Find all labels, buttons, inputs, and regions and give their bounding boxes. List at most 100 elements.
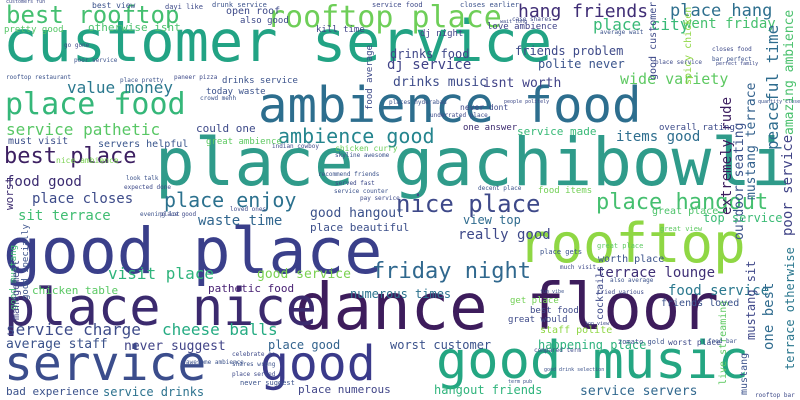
word: good <box>260 336 376 392</box>
word: never suggest <box>124 339 226 354</box>
word: loved ones <box>230 206 267 213</box>
word: top view <box>585 321 610 327</box>
word: bar perfect <box>712 56 752 63</box>
word: never dont <box>460 103 509 112</box>
word: drunk service <box>212 1 267 9</box>
word: perfect family <box>716 61 759 67</box>
word: dayi like <box>165 3 203 11</box>
word: good place <box>3 215 383 288</box>
word: awesome ambience <box>186 359 244 366</box>
word: happening place <box>538 338 647 352</box>
word: good music <box>436 331 750 391</box>
word: great place <box>652 206 719 217</box>
word: worst place <box>668 338 721 347</box>
word: could one <box>196 122 256 135</box>
word: great ambience <box>206 137 282 147</box>
word: ambience good <box>278 124 435 148</box>
word: kill time <box>316 25 365 35</box>
word: bad experience <box>6 385 99 398</box>
word: good customer <box>648 1 659 80</box>
word: polite never <box>538 57 625 71</box>
word: love ambience <box>487 22 558 32</box>
word: closes earlier <box>460 1 520 9</box>
word: worst <box>3 176 16 210</box>
word: value money <box>67 78 173 97</box>
word: good service <box>257 267 351 282</box>
word: food items <box>538 186 593 196</box>
word: look talk <box>126 175 159 182</box>
word: mustang <box>739 352 750 395</box>
word: one answer <box>463 123 518 133</box>
word: went friday <box>683 16 776 32</box>
word: paneer pizza <box>174 74 218 81</box>
word: zomato gold <box>618 338 665 346</box>
word: people politely <box>504 99 550 105</box>
word: food good <box>6 174 82 190</box>
word: pay service <box>360 195 400 202</box>
word: terrace lounge <box>597 265 716 281</box>
word: chicken curry <box>335 144 398 153</box>
word: good drink selection <box>544 367 605 373</box>
word: crowd mehh <box>200 95 237 102</box>
word: great view <box>660 225 703 233</box>
word: good specially <box>21 224 31 300</box>
word: place service <box>655 59 702 66</box>
word: recommend friends <box>318 171 380 178</box>
word: quantity closes <box>758 99 800 105</box>
word: place served <box>232 371 276 378</box>
word: average staff <box>6 337 108 352</box>
word: customer service <box>3 9 553 75</box>
word: mustang sit <box>744 260 758 340</box>
word: isnt worth <box>483 76 562 91</box>
word: best place <box>4 144 137 169</box>
word: service pathetic <box>6 120 161 139</box>
word: drinks music <box>393 75 487 90</box>
word: place closes <box>32 191 134 207</box>
word: hangout friends <box>434 383 543 397</box>
word: mustang terrace <box>744 82 759 200</box>
word: great place <box>597 242 644 250</box>
word: worst customer <box>390 338 492 352</box>
word: worth place <box>598 254 665 265</box>
word: peaceful time <box>763 24 782 150</box>
word: one best <box>761 282 777 350</box>
word: spicy chicken <box>683 6 694 85</box>
word: rooftop <box>518 212 746 275</box>
word: numerous times <box>350 287 452 301</box>
word: great would <box>508 315 568 325</box>
word: underrated place <box>430 112 488 119</box>
word: food average <box>365 44 375 110</box>
word: good hangout <box>310 206 404 221</box>
word: nice place <box>396 190 541 218</box>
word: places hyderabad <box>389 99 447 106</box>
word: friends loved <box>661 298 740 309</box>
word: chicken table <box>32 284 119 297</box>
word: customers fun <box>6 0 46 5</box>
word: drinks service <box>222 76 298 86</box>
word: wide variety <box>620 70 729 88</box>
word: top service <box>703 211 783 225</box>
word: best view <box>92 1 136 10</box>
word: fun vibe <box>540 289 565 295</box>
word: overall rating <box>659 123 735 133</box>
word: closes food <box>712 46 752 53</box>
word: place enjoy <box>164 188 297 212</box>
word: place food <box>5 87 186 122</box>
word: case shares <box>512 16 552 23</box>
word: tried various <box>597 289 644 296</box>
word: shares wrong <box>232 361 276 368</box>
word: nice ambience <box>56 156 119 165</box>
word: dj night <box>420 29 464 39</box>
word: also good <box>240 16 289 26</box>
word: amazing ambience <box>782 9 797 135</box>
word: service counter <box>334 188 389 195</box>
word: service servers <box>580 384 698 399</box>
word: service drinks <box>103 385 205 399</box>
word: expected done <box>124 184 171 191</box>
word: much visit <box>560 264 597 271</box>
word: place good <box>160 211 197 218</box>
word: celebrate go <box>232 351 276 358</box>
word: place hang <box>670 1 773 21</box>
word: service food <box>372 1 423 9</box>
